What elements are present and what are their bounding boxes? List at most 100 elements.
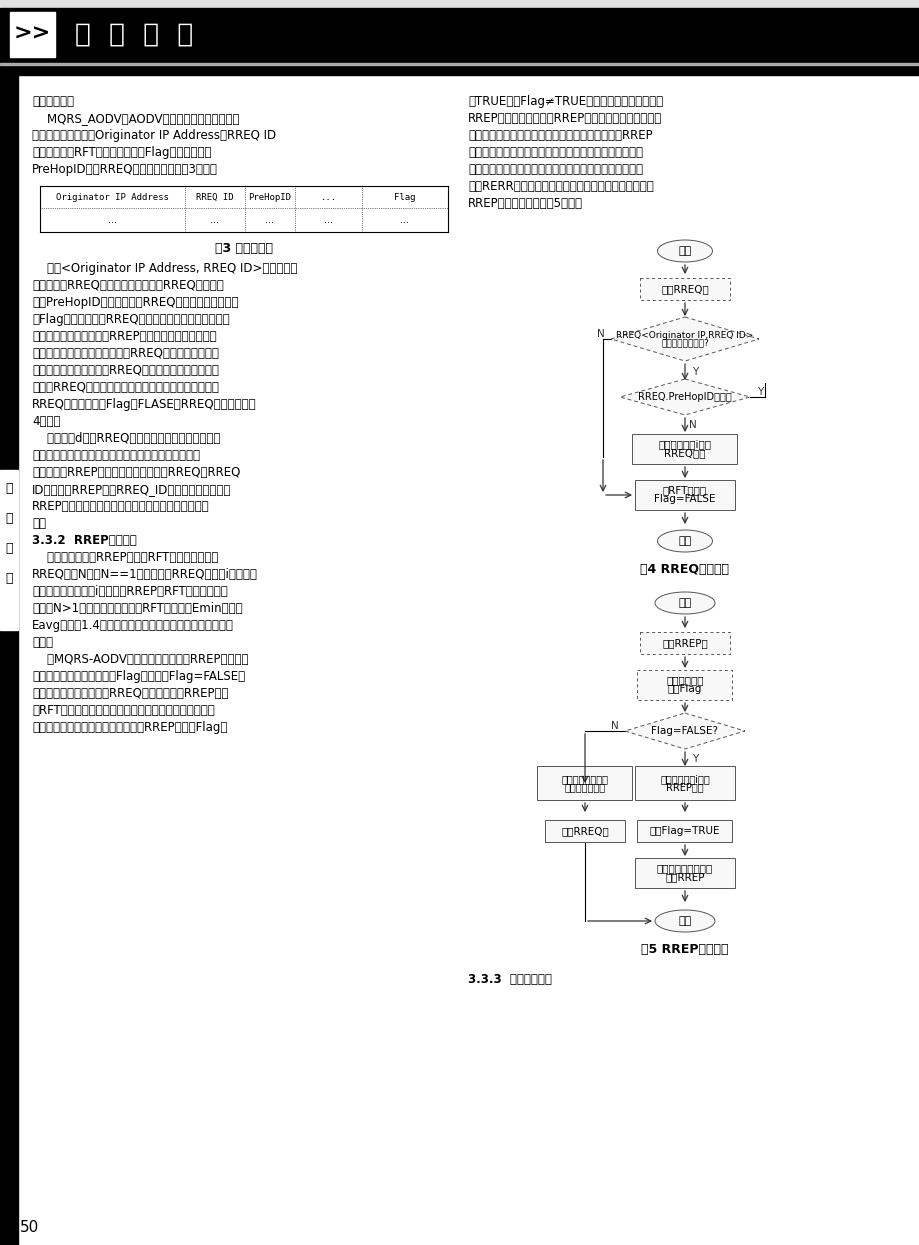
FancyBboxPatch shape xyxy=(637,670,732,700)
Bar xyxy=(0,63,919,65)
Text: 3.3.2  RREP包的处理: 3.3.2 RREP包的处理 xyxy=(32,534,137,547)
Text: 需查看路由应答标识表中的Flag的值，若Flag=FALSE、: 需查看路由应答标识表中的Flag的值，若Flag=FALSE、 xyxy=(32,670,244,684)
Text: 在MQRS-AODV协议中，节点在处理RREP包时，还: 在MQRS-AODV协议中，节点在处理RREP包时，还 xyxy=(32,652,248,666)
Text: 图4 RREQ处理过程: 图4 RREQ处理过程 xyxy=(640,563,729,576)
Text: 一条路径中存在，可以得到节点不相交路径。丢弃RREP: 一条路径中存在，可以得到节点不相交路径。丢弃RREP xyxy=(468,129,652,142)
FancyBboxPatch shape xyxy=(634,766,734,801)
FancyBboxPatch shape xyxy=(634,858,734,888)
Text: 的处理RREQ包的过程之外，需要在路由转发列表中创建: 的处理RREQ包的过程之外，需要在路由转发列表中创建 xyxy=(32,381,219,393)
Text: 径。: 径。 xyxy=(32,517,46,530)
Text: Flag=FALSE?: Flag=FALSE? xyxy=(651,726,718,736)
Text: 行路由应答。: 行路由应答。 xyxy=(32,95,74,108)
Text: Y: Y xyxy=(691,754,698,764)
Text: 插入所得路由作为: 插入所得路由作为 xyxy=(561,773,607,784)
Text: 术: 术 xyxy=(6,512,13,525)
Text: ...: ... xyxy=(210,215,220,225)
FancyBboxPatch shape xyxy=(634,481,734,510)
Text: ...: ... xyxy=(400,215,409,225)
Text: ...: ... xyxy=(320,193,336,202)
FancyBboxPatch shape xyxy=(637,820,732,842)
Text: 性值，选择相对稳定的反向路径转发RREP，并置Flag等: 性值，选择相对稳定的反向路径转发RREP，并置Flag等 xyxy=(32,721,227,735)
Bar xyxy=(0,7,919,63)
Text: RREP，直接丢弃收到的RREP包。确保这个节点只能在: RREP，直接丢弃收到的RREP包。确保这个节点只能在 xyxy=(468,112,662,125)
Text: 于TRUE；若Flag≠TRUE，说明该节点已经收到过: 于TRUE；若Flag≠TRUE，说明该节点已经收到过 xyxy=(468,95,663,108)
Text: PreHopID: PreHopID xyxy=(248,193,291,202)
Text: 节点只有一个，节点i直接转发RREP给RFT中的前一跳节: 节点只有一个，节点i直接转发RREP给RFT中的前一跳节 xyxy=(32,585,228,598)
Text: ...: ... xyxy=(266,215,274,225)
Text: 查看路由应答: 查看路由应答 xyxy=(665,676,703,686)
Text: 4所示。: 4所示。 xyxy=(32,415,61,428)
Bar xyxy=(10,12,55,57)
Text: RREQ数目N，若N==1，说明转发RREQ给节点i的前一跳: RREQ数目N，若N==1，说明转发RREQ给节点i的前一跳 xyxy=(32,568,257,581)
Text: 50: 50 xyxy=(20,1220,40,1235)
Text: 络中唯一的RREQ消息，直接从收到的RREQ中复制而: 络中唯一的RREQ消息，直接从收到的RREQ中复制而 xyxy=(32,279,223,293)
Text: 执行中间节点i处理: 执行中间节点i处理 xyxy=(658,439,710,449)
FancyBboxPatch shape xyxy=(640,632,729,654)
Text: 目的节点d收到RREQ，同样计算所得路径集合中路: 目的节点d收到RREQ，同样计算所得路径集合中路 xyxy=(32,432,221,444)
Text: PreHopID以及RREQ中的信息值，如图3所示：: PreHopID以及RREQ中的信息值，如图3所示： xyxy=(32,163,218,176)
Text: 结束: 结束 xyxy=(677,537,691,547)
Text: MQRS_AODV对AODV协议的路由转发列表进行: MQRS_AODV对AODV协议的路由转发列表进行 xyxy=(32,112,239,125)
Text: Originator IP Address: Originator IP Address xyxy=(56,193,169,202)
Bar xyxy=(0,0,919,7)
FancyBboxPatch shape xyxy=(544,820,624,842)
Text: 说明节点第一次收到相应RREQ的路由应答包RREP；通: 说明节点第一次收到相应RREQ的路由应答包RREP；通 xyxy=(32,687,228,700)
Text: ID域复制到RREP中的RREQ_ID域，沿反向路径发送: ID域复制到RREP中的RREQ_ID域，沿反向路径发送 xyxy=(32,483,231,496)
Text: 流: 流 xyxy=(6,571,13,585)
Text: 在路由转发表存在?: 在路由转发表存在? xyxy=(661,339,709,347)
Bar xyxy=(0,471,18,630)
Text: 转发RREP: 转发RREP xyxy=(664,873,704,883)
Text: 技  术  交  流: 技 术 交 流 xyxy=(75,22,193,49)
Text: 其中<Originator IP Address, RREQ ID>用来标识网: 其中<Originator IP Address, RREQ ID>用来标识网 xyxy=(32,261,297,275)
Polygon shape xyxy=(619,378,749,415)
Text: RREP，并把这条路径作为主路径，其他的作为备份路: RREP，并把这条路径作为主路径，其他的作为备份路 xyxy=(32,500,210,513)
Text: 条路由断开时，可以作为次路径传输数据，减少中间节点: 条路由断开时，可以作为次路径传输数据，减少中间节点 xyxy=(468,163,642,176)
Text: ...: ... xyxy=(108,215,117,225)
Text: 而Flag字段标识收到RREQ的中间节点在路由应答阶段是: 而Flag字段标识收到RREQ的中间节点在路由应答阶段是 xyxy=(32,312,230,326)
Text: 来；PreHopID用来存储发送RREQ消息的前一跳节点；: 来；PreHopID用来存储发送RREQ消息的前一跳节点； xyxy=(32,296,238,309)
Text: 技: 技 xyxy=(6,482,13,496)
Text: RREP包处理过程，如图5所示。: RREP包处理过程，如图5所示。 xyxy=(468,197,583,210)
Text: 当中间节点收到RREP包，从RFT中查看储相应的: 当中间节点收到RREP包，从RFT中查看储相应的 xyxy=(32,552,218,564)
Text: Y: Y xyxy=(756,387,762,397)
Text: 路由应答包RREP，将对应的路由请求包RREQ的RREQ: 路由应答包RREP，将对应的路由请求包RREQ的RREQ xyxy=(32,466,240,479)
Text: RREQ.PreHopID相同？: RREQ.PreHopID相同？ xyxy=(638,392,732,402)
Text: Flag: Flag xyxy=(394,193,415,202)
Text: 否第一次收到路由应答包RREP，用来获得节点不相交路: 否第一次收到路由应答包RREP，用来获得节点不相交路 xyxy=(32,330,216,344)
Text: N: N xyxy=(688,420,696,430)
Text: 前一跳节点收到的重复的RREQ消息，除了执行前面所述: 前一跳节点收到的重复的RREQ消息，除了执行前面所述 xyxy=(32,364,219,377)
Text: 图5 RREP处理过程: 图5 RREP处理过程 xyxy=(641,942,728,956)
Text: 径稳定性值，选择稳定性值相对较大的反向路径，创建: 径稳定性值，选择稳定性值相对较大的反向路径，创建 xyxy=(32,449,199,462)
Text: Flag=FALSE: Flag=FALSE xyxy=(653,494,715,504)
Polygon shape xyxy=(624,713,744,749)
Text: ...: ... xyxy=(323,215,333,225)
Text: RREQ ID: RREQ ID xyxy=(196,193,233,202)
Ellipse shape xyxy=(657,530,711,552)
Text: 图3 路由转发表: 图3 路由转发表 xyxy=(215,242,273,255)
Text: 过RFT中存储的路径信息计算反向路由集合中路径的稳定: 过RFT中存储的路径信息计算反向路由集合中路径的稳定 xyxy=(32,703,214,717)
Text: 收到RREQ包: 收到RREQ包 xyxy=(661,284,709,294)
Polygon shape xyxy=(610,317,758,361)
Text: 丢弃RREQ包: 丢弃RREQ包 xyxy=(561,825,608,835)
Text: Eavg，按照1.4方所提的算法选择相对稳定的路径进行路由: Eavg，按照1.4方所提的算法选择相对稳定的路径进行路由 xyxy=(32,619,233,632)
Text: 收到RREP包: 收到RREP包 xyxy=(662,637,707,647)
Ellipse shape xyxy=(654,593,714,614)
FancyBboxPatch shape xyxy=(632,435,737,464)
Ellipse shape xyxy=(657,240,711,261)
Text: 径。因此，中间节点第一次收到RREQ消息以及从不同的: 径。因此，中间节点第一次收到RREQ消息以及从不同的 xyxy=(32,347,219,360)
Text: 3.3.3  路由维护机制: 3.3.3 路由维护机制 xyxy=(468,974,551,986)
Text: 点；若N>1，那么中间节点根据RFT中储存的Emin计算出: 点；若N>1，那么中间节点根据RFT中储存的Emin计算出 xyxy=(32,603,243,615)
Text: 选择相对稳定的路径: 选择相对稳定的路径 xyxy=(656,864,712,874)
Text: RREQ过程: RREQ过程 xyxy=(664,448,705,458)
Text: N: N xyxy=(596,329,604,339)
Text: 之前，将所得的路由存储到路由表作为次路由，当另外一: 之前，将所得的路由存储到路由表作为次路由，当另外一 xyxy=(468,146,642,159)
Text: 字段，需要在RFT中加入标记字段Flag、前一跳节点: 字段，需要在RFT中加入标记字段Flag、前一跳节点 xyxy=(32,146,211,159)
Text: 置RFT记录中: 置RFT记录中 xyxy=(663,486,707,496)
Text: RREQ<Originator IP,RREQ ID>: RREQ<Originator IP,RREQ ID> xyxy=(616,330,753,340)
Bar xyxy=(0,75,18,1245)
Ellipse shape xyxy=(654,910,714,933)
Text: 开始: 开始 xyxy=(677,247,691,256)
Text: 结束: 结束 xyxy=(677,916,691,926)
Text: 发送RERR消息和链路的丢包数目，增加网络的可靠性。: 发送RERR消息和链路的丢包数目，增加网络的可靠性。 xyxy=(468,181,653,193)
Text: Y: Y xyxy=(691,367,698,377)
